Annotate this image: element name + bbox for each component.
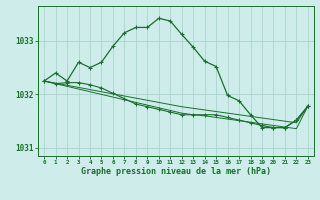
X-axis label: Graphe pression niveau de la mer (hPa): Graphe pression niveau de la mer (hPa) [81,167,271,176]
